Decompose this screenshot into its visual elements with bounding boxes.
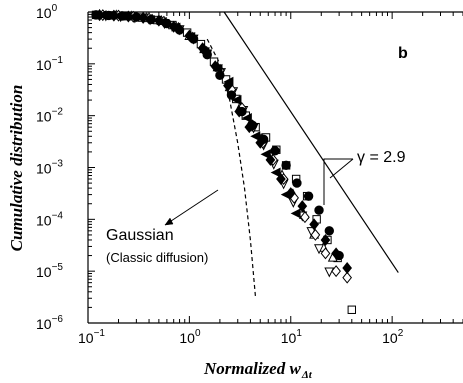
y-tick-exponent: −1	[52, 55, 64, 66]
data-point-open-square	[347, 305, 356, 314]
data-point-open-diamond	[300, 211, 310, 224]
data-point-filled-circle	[281, 160, 291, 171]
panel-label: b	[398, 45, 408, 62]
data-point-filled-circle	[91, 10, 101, 20]
data-point-open-triangle-down	[324, 267, 335, 278]
y-tick-label: 100	[36, 3, 58, 21]
data-point-filled-diamond	[276, 173, 286, 185]
data-point-filled-circle	[237, 106, 247, 117]
gaussian-arrow-head	[164, 217, 174, 226]
y-tick-exponent: −2	[52, 107, 64, 118]
y-tick-label: 10−2	[36, 107, 63, 125]
x-tick-label: 10−1	[78, 328, 105, 346]
data-point-open-diamond	[342, 271, 352, 284]
y-tick-base: 10	[36, 212, 52, 228]
data-point-filled-left-triangle	[231, 95, 242, 106]
classic-diffusion-label: (Classic diffusion)	[106, 250, 208, 265]
y-tick-label: 10−3	[36, 159, 63, 177]
data-point-filled-circle	[334, 250, 344, 261]
data-point-filled-circle	[247, 120, 258, 131]
data-point-open-diamond	[320, 247, 331, 260]
y-tick-base: 10	[36, 5, 52, 21]
annotations: γ = 2.9 Gaussian (Classic diffusion)	[106, 149, 406, 265]
data-point-filled-circle	[162, 18, 172, 29]
gamma-pointer	[329, 158, 354, 179]
data-point-filled-left-triangle	[290, 208, 301, 219]
x-axis-title-subscript: Δt	[301, 369, 313, 381]
x-tick-base: 10	[78, 330, 94, 346]
x-tick-exponent: 1	[296, 328, 302, 339]
data-point-filled-left-triangle	[250, 131, 261, 142]
fit-lines	[206, 11, 399, 299]
data-point-filled-circle	[188, 34, 199, 44]
gamma-annotation: γ = 2.9	[357, 149, 406, 166]
y-tick-label: 10−1	[36, 55, 63, 73]
y-axis-title: Cumulative distribution	[7, 85, 26, 252]
data-point-filled-diamond	[320, 233, 331, 246]
data-point-filled-circle	[270, 146, 280, 156]
x-axis-title-main: Normalized w	[203, 359, 301, 378]
data-point-filled-circle	[226, 90, 237, 100]
data-point-filled-diamond	[210, 60, 221, 73]
y-tick-label: 10−4	[36, 210, 63, 228]
data-point-open-triangle-down	[314, 244, 325, 255]
data-point-filled-diamond	[342, 262, 352, 275]
y-tick-exponent: −6	[52, 314, 64, 325]
x-tick-base: 10	[179, 330, 195, 346]
y-tick-exponent: 0	[52, 3, 58, 14]
data-point-filled-diamond	[309, 218, 319, 231]
gaussian-curve	[206, 38, 257, 299]
data-point-filled-circle	[131, 12, 142, 22]
y-tick-base: 10	[36, 316, 52, 332]
gaussian-label: Gaussian	[106, 227, 174, 244]
y-tick-exponent: −5	[52, 262, 64, 273]
data-point-filled-diamond	[223, 79, 233, 92]
data-points	[91, 8, 356, 314]
x-tick-label: 102	[382, 328, 404, 346]
data-point-filled-diamond	[285, 187, 296, 200]
data-point-filled-circle	[324, 226, 335, 236]
data-point-filled-left-triangle	[270, 167, 281, 178]
x-tick-base: 10	[281, 330, 297, 346]
data-point-filled-circle	[258, 134, 269, 144]
y-tick-exponent: −4	[52, 210, 64, 221]
data-point-filled-left-triangle	[241, 113, 252, 124]
data-point-filled-circle	[303, 191, 314, 201]
data-point-filled-circle	[103, 10, 114, 21]
x-tick-label: 101	[281, 328, 303, 346]
data-point-filled-circle	[202, 50, 212, 60]
data-point-filled-diamond	[297, 200, 308, 213]
data-point-open-diamond	[331, 265, 341, 278]
data-point-filled-diamond	[154, 14, 164, 27]
y-tick-base: 10	[36, 161, 52, 177]
gamma-bracket	[323, 158, 353, 205]
data-point-filled-diamond	[265, 153, 276, 166]
data-point-filled-circle	[174, 25, 185, 35]
data-point-filled-circle	[118, 11, 128, 21]
x-tick-exponent: 0	[195, 328, 201, 339]
x-tick-label: 100	[179, 328, 201, 346]
x-axis-title: Normalized wΔt	[203, 359, 313, 381]
y-tick-label: 10−5	[36, 262, 63, 280]
data-point-filled-left-triangle	[260, 149, 271, 160]
data-point-filled-circle	[146, 14, 156, 25]
data-point-filled-circle	[215, 70, 225, 81]
data-point-filled-circle	[292, 178, 302, 188]
x-tick-base: 10	[382, 330, 398, 346]
y-tick-label: 10−6	[36, 314, 63, 332]
power-law-line	[223, 11, 399, 273]
y-tick-base: 10	[36, 264, 52, 280]
gaussian-arrow	[164, 189, 219, 226]
x-tick-exponent: 2	[398, 328, 404, 339]
y-tick-base: 10	[36, 57, 52, 73]
y-tick-exponent: −3	[52, 159, 64, 170]
y-tick-base: 10	[36, 109, 52, 125]
data-point-open-diamond	[310, 228, 321, 241]
data-point-filled-circle	[314, 205, 324, 215]
x-tick-exponent: −1	[94, 328, 106, 339]
